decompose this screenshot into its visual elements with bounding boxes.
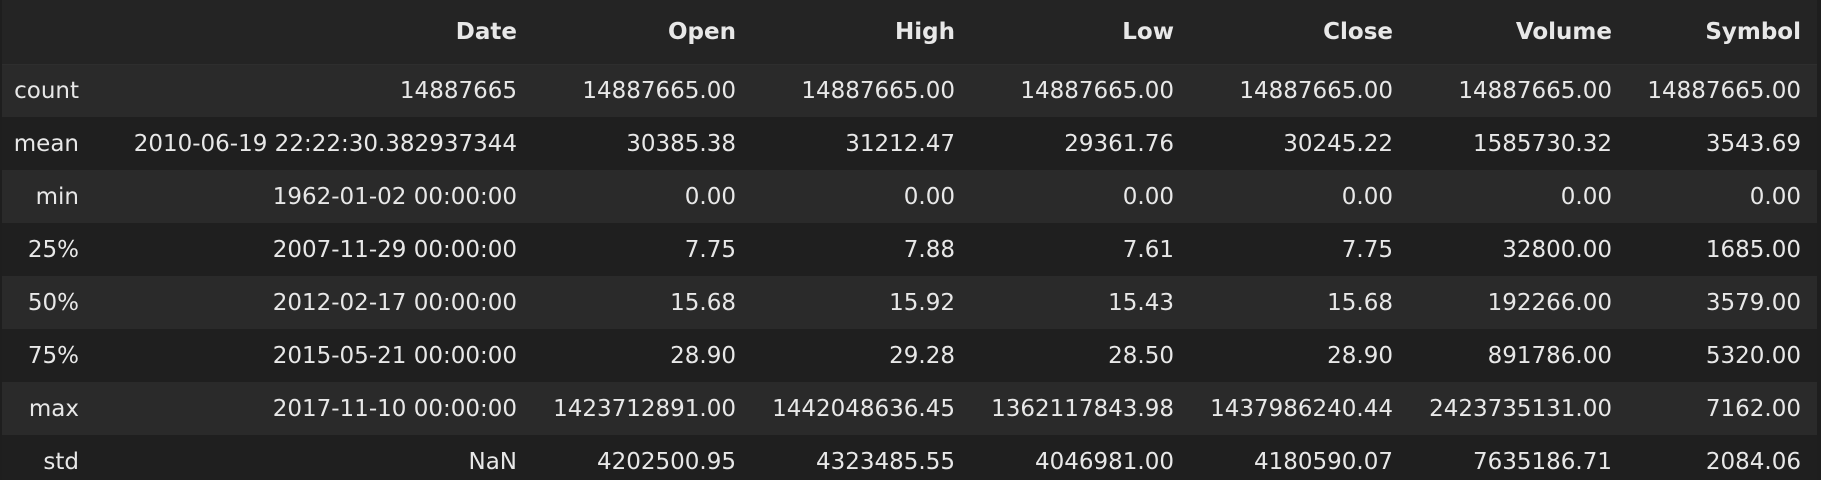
table-cell: 7.61 xyxy=(1122,236,1174,263)
column-header-symbol: Symbol xyxy=(1628,0,1817,65)
table-cell: 14887665.00 xyxy=(801,77,955,104)
table-cell: 0.00 xyxy=(1749,183,1801,210)
row-label: 25% xyxy=(27,236,79,263)
table-cell: 3579.00 xyxy=(1705,289,1801,316)
table-cell: 14887665.00 xyxy=(1020,77,1174,104)
table-cell: 2007-11-29 00:00:00 xyxy=(272,236,517,263)
table-cell: 7162.00 xyxy=(1705,395,1801,422)
table-cell: 891786.00 xyxy=(1487,342,1612,369)
row-label: 75% xyxy=(27,342,79,369)
table-cell: 7.75 xyxy=(1341,236,1393,263)
table-cell: 28.90 xyxy=(670,342,736,369)
table-cell: 2010-06-19 22:22:30.382937344 xyxy=(133,130,517,157)
table-cell: 32800.00 xyxy=(1502,236,1612,263)
table-row: 75% 2015-05-21 00:00:00 28.90 29.28 28.5… xyxy=(2,329,1817,382)
table-cell: 15.43 xyxy=(1108,289,1174,316)
table-cell: 2084.06 xyxy=(1705,448,1801,475)
table-cell: 31212.47 xyxy=(845,130,955,157)
table-cell: 30245.22 xyxy=(1283,130,1393,157)
table-cell: 14887665.00 xyxy=(1239,77,1393,104)
table-cell: 2423735131.00 xyxy=(1429,395,1612,422)
table-row: mean 2010-06-19 22:22:30.382937344 30385… xyxy=(2,117,1817,170)
row-label: max xyxy=(28,395,79,422)
table-cell: 29.28 xyxy=(889,342,955,369)
table-cell: 5320.00 xyxy=(1705,342,1801,369)
table-cell: 28.50 xyxy=(1108,342,1174,369)
table-cell: 2015-05-21 00:00:00 xyxy=(272,342,517,369)
table-cell: 7635186.71 xyxy=(1472,448,1612,475)
row-label: 50% xyxy=(27,289,79,316)
table-cell: NaN xyxy=(468,448,517,475)
column-header-close: Close xyxy=(1190,0,1409,65)
table-cell: 1437986240.44 xyxy=(1210,395,1393,422)
table-cell: 1585730.32 xyxy=(1472,130,1612,157)
table-row: count 14887665 14887665.00 14887665.00 1… xyxy=(2,64,1817,117)
column-header-low: Low xyxy=(971,0,1190,65)
table-cell: 0.00 xyxy=(1560,183,1612,210)
table-cell: 14887665.00 xyxy=(1647,77,1801,104)
column-header-index xyxy=(2,0,107,65)
column-header-open: Open xyxy=(533,0,752,65)
table-cell: 3543.69 xyxy=(1705,130,1801,157)
table-row: 50% 2012-02-17 00:00:00 15.68 15.92 15.4… xyxy=(2,276,1817,329)
table-cell: 15.92 xyxy=(889,289,955,316)
table-cell: 7.75 xyxy=(684,236,736,263)
row-label: std xyxy=(43,448,79,475)
row-label: mean xyxy=(13,130,79,157)
table-header-row: Date Open High Low Close Volume Symbol xyxy=(2,0,1817,65)
table-cell: 2017-11-10 00:00:00 xyxy=(272,395,517,422)
table-row: 25% 2007-11-29 00:00:00 7.75 7.88 7.61 7… xyxy=(2,223,1817,276)
table-cell: 0.00 xyxy=(1122,183,1174,210)
table-cell: 4202500.95 xyxy=(596,448,736,475)
table-cell: 14887665 xyxy=(399,77,517,104)
table-cell: 1962-01-02 00:00:00 xyxy=(272,183,517,210)
table-row: max 2017-11-10 00:00:00 1423712891.00 14… xyxy=(2,382,1817,435)
column-header-volume: Volume xyxy=(1409,0,1628,65)
table-cell: 14887665.00 xyxy=(1458,77,1612,104)
table-cell: 1685.00 xyxy=(1705,236,1801,263)
table-cell: 2012-02-17 00:00:00 xyxy=(272,289,517,316)
table-cell: 29361.76 xyxy=(1064,130,1174,157)
row-label: count xyxy=(14,77,79,104)
table-cell: 4180590.07 xyxy=(1253,448,1393,475)
table-cell: 1362117843.98 xyxy=(991,395,1174,422)
table-cell: 192266.00 xyxy=(1487,289,1612,316)
table-cell: 1442048636.45 xyxy=(772,395,955,422)
table-cell: 7.88 xyxy=(903,236,955,263)
table-cell: 14887665.00 xyxy=(582,77,736,104)
table-cell: 1423712891.00 xyxy=(553,395,736,422)
table-cell: 0.00 xyxy=(684,183,736,210)
column-header-high: High xyxy=(752,0,971,65)
table-cell: 30385.38 xyxy=(626,130,736,157)
table-cell: 0.00 xyxy=(903,183,955,210)
table-cell: 15.68 xyxy=(1327,289,1393,316)
table-row: std NaN 4202500.95 4323485.55 4046981.00… xyxy=(2,435,1817,480)
table-cell: 28.90 xyxy=(1327,342,1393,369)
column-header-date: Date xyxy=(107,0,533,65)
table-cell: 15.68 xyxy=(670,289,736,316)
table-cell: 4046981.00 xyxy=(1034,448,1174,475)
row-label: min xyxy=(35,183,79,210)
table-row: min 1962-01-02 00:00:00 0.00 0.00 0.00 0… xyxy=(2,170,1817,223)
table-cell: 4323485.55 xyxy=(815,448,955,475)
table-cell: 0.00 xyxy=(1341,183,1393,210)
